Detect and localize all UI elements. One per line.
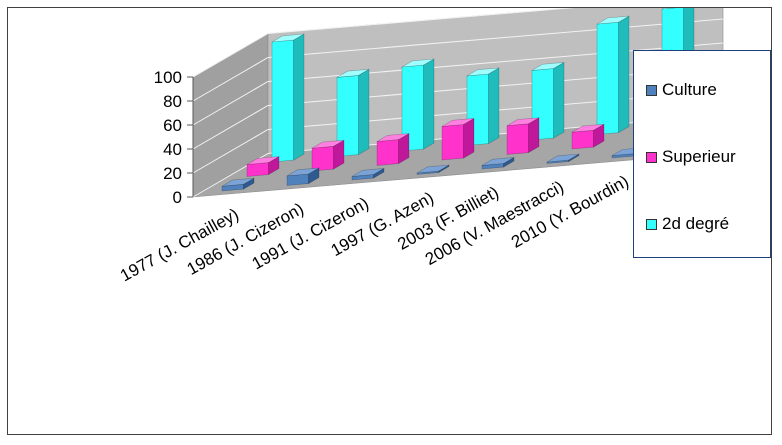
- bar-top: [401, 58, 435, 68]
- bar-top: [546, 153, 580, 163]
- bar-culture: [546, 153, 580, 164]
- bar-2d-degre: [401, 58, 435, 152]
- y-tick-label: 40: [163, 140, 182, 159]
- bar-side: [488, 67, 500, 145]
- bar-front: [571, 129, 594, 150]
- bar-2d-degre: [596, 15, 630, 135]
- bar-side: [463, 117, 475, 159]
- bar-side: [423, 58, 435, 150]
- bar-front: [441, 124, 464, 161]
- bar-top: [466, 67, 500, 77]
- bar-top: [351, 168, 385, 177]
- legend-label-superieur: Superieur: [662, 147, 736, 166]
- bar-front: [596, 21, 619, 135]
- bar-front: [311, 145, 334, 172]
- bar-culture: [286, 167, 320, 186]
- bar-superieur: [506, 117, 540, 155]
- bar-top: [336, 69, 370, 78]
- bar-top: [506, 117, 540, 126]
- bar-top: [271, 33, 305, 43]
- bar-front: [376, 139, 399, 166]
- bar-culture: [416, 164, 450, 175]
- bar-top: [441, 118, 475, 127]
- bar-front: [271, 39, 294, 163]
- bar-culture: [351, 167, 385, 181]
- gridline: [192, 42, 724, 126]
- y-tick-label: 100: [154, 68, 182, 87]
- legend-swatch-culture: [646, 84, 657, 96]
- bar-2d-degre: [271, 33, 305, 163]
- y-tick-label: 0: [173, 188, 182, 207]
- chart-bars: [221, 8, 695, 192]
- y-tick-label: 60: [163, 116, 182, 135]
- legend-swatch-superieur: [646, 151, 657, 163]
- y-tick-label: 80: [163, 92, 182, 111]
- gridline: [192, 8, 576, 78]
- bar-superieur: [311, 139, 345, 172]
- bar-superieur: [571, 123, 605, 150]
- y-axis-ticks: 0 20 40 60 80 100: [154, 68, 194, 207]
- legend-label-culture: Culture: [662, 80, 717, 99]
- gridline: [192, 66, 724, 150]
- y-tick-label: 20: [163, 164, 182, 183]
- bar-side: [293, 33, 305, 161]
- gridline: [192, 114, 724, 198]
- bar-culture: [481, 156, 515, 170]
- bar-top: [596, 15, 630, 25]
- bar-2d-degre: [336, 68, 370, 157]
- bar-top: [221, 177, 255, 187]
- bar-top: [286, 167, 320, 177]
- bar-side: [618, 15, 630, 134]
- gridline: [192, 18, 724, 102]
- chart-frame: 0 20 40 60 80 100 1977 (J. Chailley) 1986 (J. …: [7, 7, 772, 435]
- chart-legend: Culture Superieur 2d degré: [633, 50, 771, 258]
- bar-front: [246, 162, 269, 177]
- bar-side: [553, 61, 565, 139]
- legend-swatch-2d-degre: [646, 218, 657, 230]
- bar-superieur: [246, 155, 280, 177]
- bar-front: [506, 123, 529, 155]
- legend-item-superieur: Superieur: [646, 147, 736, 167]
- bar-top: [531, 62, 565, 71]
- bar-culture: [221, 177, 255, 192]
- legend-label-2d-degre: 2d degré: [662, 214, 730, 233]
- legend-item-2d-degre: 2d degré: [646, 214, 729, 234]
- legend-item-culture: Culture: [646, 80, 717, 100]
- gridline: [192, 90, 724, 174]
- bar-top: [311, 139, 345, 149]
- bar-superieur: [441, 117, 475, 161]
- bar-top: [661, 8, 677, 10]
- bar-top: [481, 157, 515, 166]
- bar-top: [246, 156, 280, 165]
- bar-superieur: [376, 132, 410, 166]
- bar-top: [416, 164, 450, 174]
- bar-top: [571, 123, 605, 133]
- bar-top: [376, 133, 410, 142]
- bar-side: [358, 68, 370, 156]
